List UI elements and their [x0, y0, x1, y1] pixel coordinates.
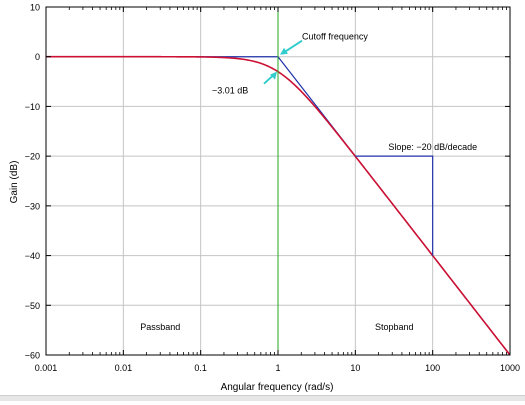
x-tick-label: 0.1	[194, 363, 207, 373]
y-tick-label: 0	[35, 52, 40, 62]
minus3db-arrowhead	[270, 71, 277, 80]
annotation-passband: Passband	[140, 322, 180, 332]
x-axis-label: Angular frequency (rad/s)	[221, 382, 334, 393]
y-tick-label: −10	[25, 102, 40, 112]
x-tick-label: 0.01	[115, 363, 133, 373]
y-tick-label: −60	[25, 351, 40, 361]
y-tick-label: −20	[25, 152, 40, 162]
x-tick-label: 0.001	[35, 363, 58, 373]
y-axis-label: Gain (dB)	[9, 161, 20, 204]
x-tick-label: 10	[350, 363, 360, 373]
x-tick-label: 1000	[500, 363, 520, 373]
y-tick-label: −30	[25, 201, 40, 211]
y-tick-label: −40	[25, 251, 40, 261]
cutoff-arrowhead	[280, 47, 288, 55]
slope-guide	[355, 155, 434, 256]
annotation-stopband: Stopband	[375, 322, 414, 332]
y-tick-label: −50	[25, 301, 40, 311]
y-tick-label: 10	[30, 3, 40, 13]
annotation-slope: Slope: −20 dB/decade	[388, 142, 477, 152]
annotation-cutoff-frequency: Cutoff frequency	[302, 32, 368, 42]
annotation-minus3db: −3.01 dB	[212, 86, 248, 96]
x-tick-label: 100	[425, 363, 440, 373]
bottom-strip	[0, 395, 525, 401]
x-tick-label: 1	[275, 363, 280, 373]
